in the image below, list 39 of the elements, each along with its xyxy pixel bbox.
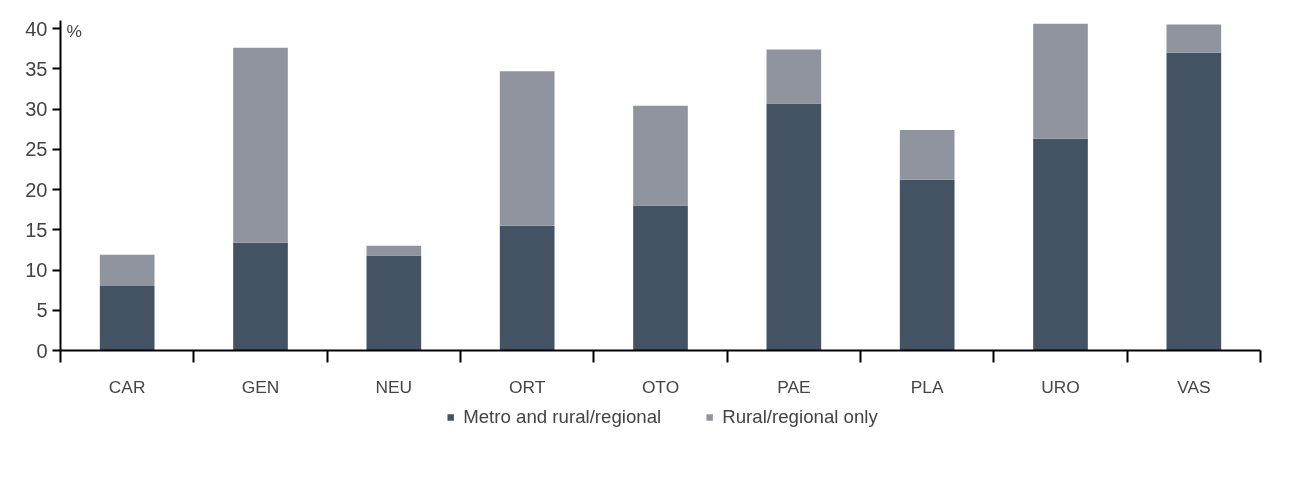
legend-label: Metro and rural/regional	[463, 406, 662, 428]
bar	[899, 179, 955, 351]
legend-label: Rural/regional only	[722, 406, 878, 428]
y-tick-label: 35	[25, 57, 48, 80]
x-tick-label: ORT	[509, 376, 546, 397]
bar	[899, 129, 955, 180]
x-tick-label: CAR	[108, 376, 146, 397]
bar	[499, 71, 555, 226]
y-axis-title: %	[66, 20, 82, 41]
y-tick-label: 20	[25, 178, 48, 201]
y-tick-label: 25	[25, 138, 48, 161]
bar	[366, 255, 422, 351]
bar	[233, 47, 288, 243]
y-tick-label: 40	[25, 17, 48, 40]
bar	[1033, 138, 1088, 351]
bar	[1033, 23, 1088, 139]
x-tick-label: PAE	[777, 376, 811, 397]
bar	[499, 225, 555, 351]
bar	[99, 286, 155, 351]
bar	[633, 105, 688, 206]
bar	[766, 103, 822, 351]
x-tick-label: GEN	[241, 376, 280, 397]
y-tick-label: 30	[25, 98, 48, 121]
x-tick-label: VAS	[1177, 376, 1211, 397]
bar	[1166, 24, 1222, 53]
x-tick-label: PLA	[910, 376, 944, 397]
bar	[633, 205, 688, 351]
x-tick-label: NEU	[375, 376, 413, 397]
y-tick-label: 0	[36, 339, 48, 362]
bar	[766, 49, 822, 104]
bar	[99, 254, 155, 287]
bar	[233, 242, 288, 351]
y-tick-label: 10	[25, 259, 48, 282]
x-tick-label: URO	[1041, 376, 1080, 397]
bar	[1166, 52, 1222, 351]
bar	[366, 245, 422, 256]
x-tick-label: OTO	[641, 376, 680, 397]
y-tick-label: 5	[36, 299, 48, 322]
y-tick-label: 15	[25, 218, 48, 241]
